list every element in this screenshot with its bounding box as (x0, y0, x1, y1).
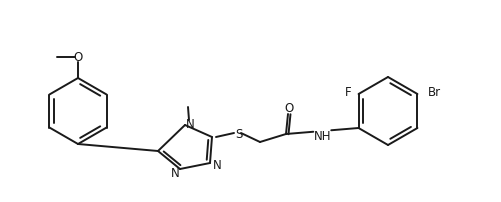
Text: N: N (212, 159, 221, 172)
Text: F: F (345, 86, 352, 99)
Text: S: S (235, 127, 242, 140)
Text: N: N (186, 118, 194, 131)
Text: Br: Br (428, 86, 441, 99)
Text: NH: NH (314, 129, 331, 142)
Text: O: O (73, 51, 83, 64)
Text: O: O (285, 102, 294, 115)
Text: N: N (171, 167, 179, 180)
